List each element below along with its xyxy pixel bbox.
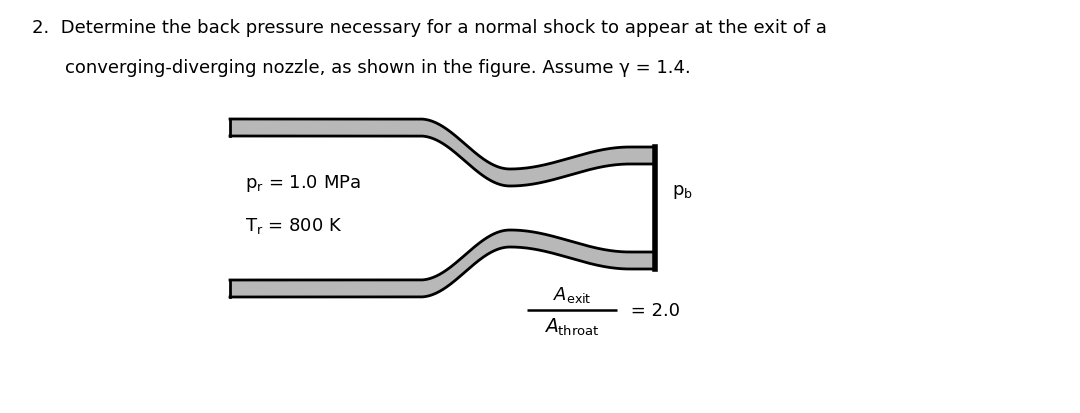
Text: $\mathregular{p_r}$ = 1.0 MPa: $\mathregular{p_r}$ = 1.0 MPa bbox=[245, 173, 361, 194]
Text: $\mathregular{T_r}$ = 800 K: $\mathregular{T_r}$ = 800 K bbox=[245, 216, 342, 235]
Text: $A_{\mathregular{exit}}$: $A_{\mathregular{exit}}$ bbox=[553, 284, 592, 304]
Text: converging-diverging nozzle, as shown in the figure. Assume γ = 1.4.: converging-diverging nozzle, as shown in… bbox=[65, 59, 691, 77]
Text: = 2.0: = 2.0 bbox=[625, 301, 680, 319]
Text: 2.  Determine the back pressure necessary for a normal shock to appear at the ex: 2. Determine the back pressure necessary… bbox=[32, 19, 827, 37]
Text: $\mathregular{p_b}$: $\mathregular{p_b}$ bbox=[672, 183, 693, 201]
Text: $A_{\mathregular{throat}}$: $A_{\mathregular{throat}}$ bbox=[544, 316, 599, 337]
